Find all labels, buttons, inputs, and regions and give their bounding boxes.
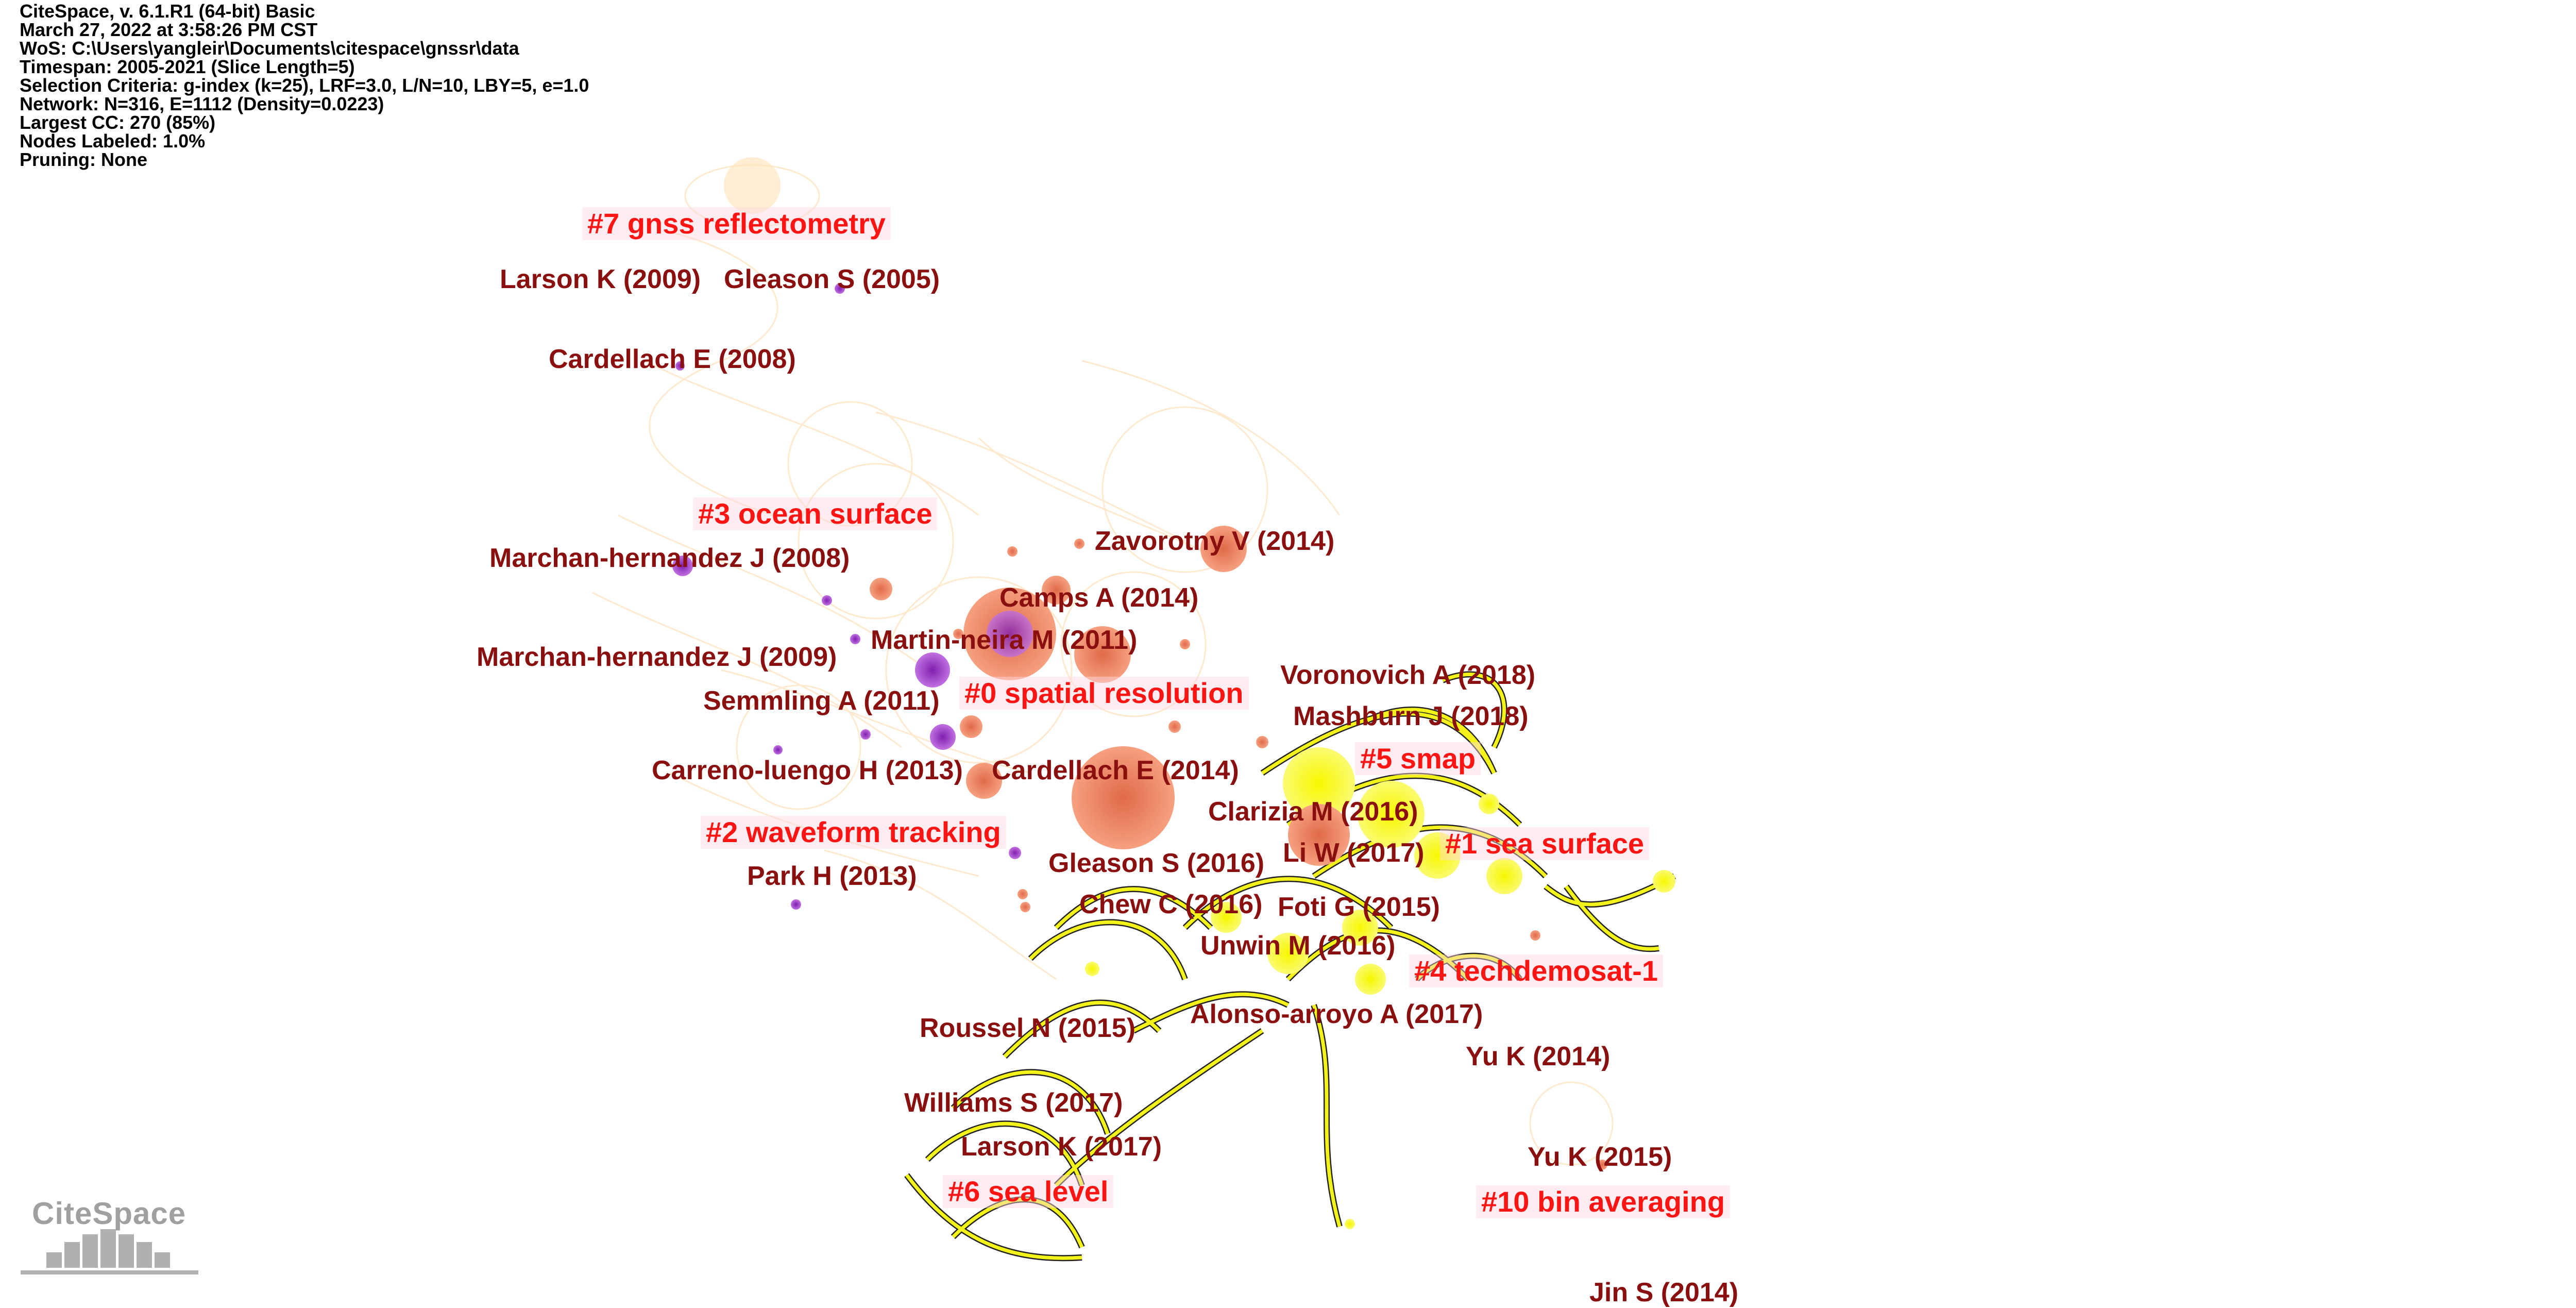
cluster-label-7[interactable]: #7 gnss reflectometry xyxy=(582,207,891,240)
ref-label[interactable]: Marchan-hernandez J (2009) xyxy=(477,642,837,672)
node xyxy=(672,556,693,576)
ref-label[interactable]: Larson K (2017) xyxy=(961,1132,1162,1162)
node xyxy=(1180,639,1190,649)
node xyxy=(1653,870,1675,893)
info-nodes-labeled: Nodes Labeled: 1.0% xyxy=(20,130,206,152)
ref-label[interactable]: Cardellach E (2014) xyxy=(992,756,1239,785)
node xyxy=(1267,933,1309,974)
node xyxy=(1168,720,1181,733)
cluster-label-2[interactable]: #2 waveform tracking xyxy=(701,816,1006,849)
node xyxy=(953,629,963,639)
node xyxy=(850,634,860,644)
node xyxy=(1211,902,1242,933)
node xyxy=(1074,626,1131,683)
node xyxy=(870,578,892,600)
ref-label[interactable]: Unwin M (2016) xyxy=(1200,931,1396,961)
node xyxy=(1530,930,1540,941)
node xyxy=(1200,526,1247,572)
node xyxy=(1479,794,1499,814)
cluster-label-5[interactable]: #5 smap xyxy=(1355,742,1481,775)
cluster-label-1[interactable]: #1 sea surface xyxy=(1440,827,1650,860)
ref-label[interactable]: Gleason S (2016) xyxy=(1048,848,1265,878)
cluster-label-6[interactable]: #6 sea level xyxy=(943,1175,1114,1208)
node xyxy=(1085,962,1099,976)
node xyxy=(724,157,781,214)
ref-label[interactable]: Li W (2017) xyxy=(1283,838,1425,868)
node xyxy=(1072,746,1175,849)
ref-label[interactable]: Camps A (2014) xyxy=(999,583,1199,613)
node xyxy=(1042,576,1071,605)
ref-label[interactable]: Jin S (2014) xyxy=(1589,1278,1739,1307)
network-nodes xyxy=(672,157,1675,1229)
ref-label[interactable]: Alonso-arroyo A (2017) xyxy=(1190,999,1483,1029)
ref-label[interactable]: Roussel N (2015) xyxy=(920,1013,1136,1043)
ref-label[interactable]: Yu K (2014) xyxy=(1466,1042,1611,1071)
cluster-label-10[interactable]: #10 bin averaging xyxy=(1476,1185,1731,1218)
ref-label[interactable]: Park H (2013) xyxy=(747,861,917,891)
info-pruning: Pruning: None xyxy=(20,149,147,170)
node xyxy=(1018,889,1028,899)
ref-label[interactable]: Semmling A (2011) xyxy=(703,686,940,716)
ref-label[interactable]: Yu K (2015) xyxy=(1528,1142,1672,1172)
ref-label[interactable]: Foti G (2015) xyxy=(1278,892,1440,922)
ref-label[interactable]: Cardellach E (2008) xyxy=(549,344,796,374)
node xyxy=(1358,781,1425,848)
ref-label[interactable]: Marchan-hernandez J (2008) xyxy=(489,543,850,573)
node xyxy=(930,724,956,750)
node xyxy=(1256,736,1268,748)
node xyxy=(915,652,950,687)
info-date: March 27, 2022 at 3:58:26 PM CST xyxy=(20,19,318,40)
ref-label[interactable]: Williams S (2017) xyxy=(904,1088,1123,1118)
ref-label[interactable]: Voronovich A (2018) xyxy=(1280,660,1536,690)
node xyxy=(1486,858,1522,894)
node xyxy=(1597,1160,1607,1170)
node xyxy=(675,361,685,371)
info-selection-criteria: Selection Criteria: g-index (k=25), LRF=… xyxy=(20,75,589,96)
node xyxy=(1288,804,1350,866)
node xyxy=(822,595,832,606)
ref-label[interactable]: Mashburn J (2018) xyxy=(1293,701,1529,731)
ref-label[interactable]: Martin-neira M (2011) xyxy=(871,625,1138,655)
node xyxy=(1074,539,1084,549)
cluster-label-3[interactable]: #3 ocean surface xyxy=(693,497,938,530)
info-network: Network: N=316, E=1112 (Density=0.0223) xyxy=(20,93,384,114)
info-version: CiteSpace, v. 6.1.R1 (64-bit) Basic xyxy=(20,1,315,22)
ref-label[interactable]: Clarizia M (2016) xyxy=(1208,797,1418,827)
node xyxy=(987,611,1033,657)
ref-label[interactable]: Larson K (2009) xyxy=(500,264,701,294)
info-wos-path: WoS: C:\Users\yangleir\Documents\citespa… xyxy=(20,38,519,59)
cluster-label-4[interactable]: #4 techdemosat-1 xyxy=(1409,954,1664,987)
citespace-logo-graphic xyxy=(21,1229,198,1275)
recent-links-fill xyxy=(905,673,1675,1260)
ref-label[interactable]: Zavorotny V (2014) xyxy=(1095,526,1335,556)
ref-label[interactable]: Gleason S (2005) xyxy=(724,264,940,294)
node xyxy=(966,763,1002,799)
info-timespan: Timespan: 2005-2021 (Slice Length=5) xyxy=(20,56,355,77)
node xyxy=(860,729,871,740)
ref-label[interactable]: Chew C (2016) xyxy=(1079,890,1263,919)
cluster-label-0[interactable]: #0 spatial resolution xyxy=(959,677,1249,710)
node xyxy=(773,745,783,754)
ref-label[interactable]: Carreno-luengo H (2013) xyxy=(652,756,963,785)
node xyxy=(1007,546,1018,557)
node xyxy=(791,899,801,910)
node xyxy=(1355,964,1386,995)
node xyxy=(1342,910,1378,946)
node xyxy=(1020,902,1030,912)
citespace-logo: CiteSpace xyxy=(32,1196,187,1231)
node xyxy=(1009,847,1021,859)
node xyxy=(1414,832,1461,879)
node xyxy=(1345,1219,1355,1229)
node xyxy=(960,715,982,738)
node xyxy=(1283,747,1355,819)
node xyxy=(835,283,845,294)
background-links xyxy=(592,164,1614,1166)
info-largest-cc: Largest CC: 270 (85%) xyxy=(20,112,216,133)
